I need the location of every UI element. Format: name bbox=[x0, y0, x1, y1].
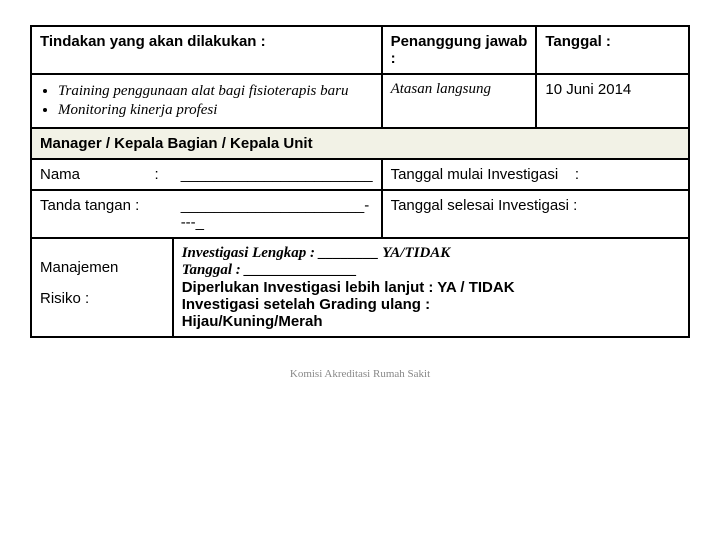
hdr-penanggung: Penanggung jawab : bbox=[382, 26, 537, 74]
manajemen-risiko-label: Manajemen Risiko : bbox=[31, 238, 173, 337]
bullet-2: Monitoring kinerja profesi bbox=[58, 102, 373, 119]
nama-colon: : bbox=[147, 159, 173, 190]
hdr-tindakan: Tindakan yang akan dilakukan : bbox=[31, 26, 382, 74]
cell-tanggal: 10 Juni 2014 bbox=[536, 74, 689, 128]
footer-text: Komisi Akreditasi Rumah Sakit bbox=[30, 368, 690, 380]
tgl-mulai: Tanggal mulai Investigasi : bbox=[382, 159, 689, 190]
ttd-label: Tanda tangan : bbox=[31, 190, 173, 238]
form-table: Tindakan yang akan dilakukan : Penanggun… bbox=[30, 25, 690, 338]
manajemen-risiko-content: Investigasi Lengkap : ________ YA/TIDAK … bbox=[173, 238, 689, 337]
hdr-tanggal: Tanggal : bbox=[536, 26, 689, 74]
section-header: Manager / Kepala Bagian / Kepala Unit bbox=[31, 128, 689, 159]
ttd-blank: ______________________----_ bbox=[173, 190, 382, 238]
nama-blank: _______________________ bbox=[173, 159, 382, 190]
tgl-selesai: Tanggal selesai Investigasi : bbox=[382, 190, 689, 238]
cell-penanggung: Atasan langsung bbox=[382, 74, 537, 128]
bullet-1: Training penggunaan alat bagi fisioterap… bbox=[58, 83, 373, 100]
cell-tindakan: Training penggunaan alat bagi fisioterap… bbox=[31, 74, 382, 128]
nama-label: Nama bbox=[31, 159, 147, 190]
